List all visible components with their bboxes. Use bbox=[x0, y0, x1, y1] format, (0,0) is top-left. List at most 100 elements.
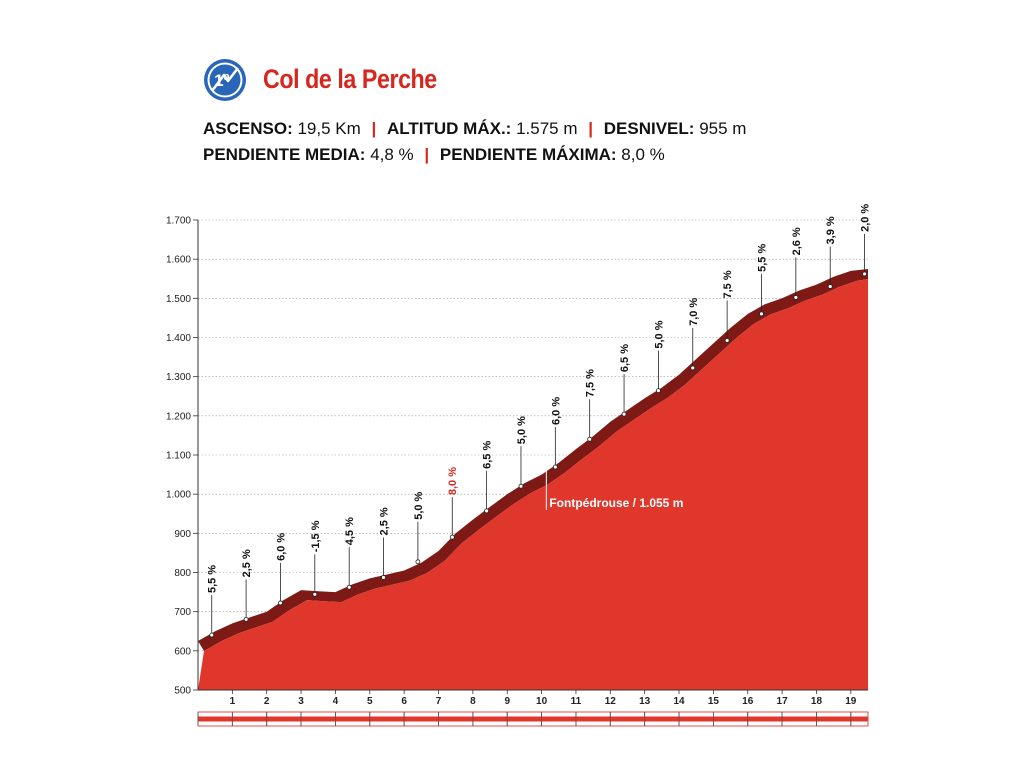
gradient-label: 4,5 % bbox=[344, 517, 356, 545]
x-tick-label: 11 bbox=[571, 696, 582, 707]
y-tick-label: 1.000 bbox=[166, 490, 191, 501]
y-tick-label: 1.700 bbox=[166, 216, 191, 227]
x-tick-label: 17 bbox=[777, 696, 789, 707]
gradient-label: 6,5 % bbox=[482, 441, 494, 469]
y-tick-label: 1.200 bbox=[166, 411, 191, 422]
separator: | bbox=[424, 145, 430, 164]
gradient-label: 3,9 % bbox=[825, 216, 837, 244]
climb-stats: ASCENSO: 19,5 Km | ALTITUD MÁX.: 1.575 m… bbox=[203, 116, 746, 168]
gradient-marker bbox=[621, 411, 627, 417]
km-ruler-band bbox=[850, 716, 868, 722]
ascenso-label: ASCENSO: bbox=[203, 119, 293, 138]
x-tick-label: 9 bbox=[504, 696, 510, 707]
gradient-marker bbox=[381, 575, 386, 580]
gradient-marker bbox=[518, 483, 524, 489]
gradient-marker bbox=[724, 338, 730, 343]
km-ruler-band bbox=[747, 716, 783, 722]
km-ruler-band bbox=[507, 716, 542, 722]
gradient-marker bbox=[759, 311, 764, 317]
y-tick-label: 500 bbox=[174, 686, 191, 697]
annotation-label: Fontpédrouse / 1.055 m bbox=[549, 496, 683, 510]
pendiente-maxima-value: 8,0 % bbox=[621, 145, 665, 164]
x-tick-label: 1 bbox=[230, 696, 236, 707]
gradient-marker bbox=[449, 534, 455, 540]
gradient-label: 7,5 % bbox=[585, 369, 597, 397]
gradient-label: 6,0 % bbox=[550, 397, 562, 425]
pendiente-media-value: 4,8 % bbox=[370, 145, 414, 164]
gradient-label: 6,0 % bbox=[275, 533, 287, 561]
y-tick-label: 700 bbox=[174, 607, 191, 618]
gradient-label: 7,0 % bbox=[688, 298, 700, 326]
km-ruler-band bbox=[679, 716, 714, 722]
gradient-marker bbox=[827, 284, 833, 289]
gradient-marker bbox=[793, 295, 799, 300]
km-ruler-band bbox=[610, 716, 645, 722]
gradient-marker bbox=[690, 365, 696, 371]
gradient-label: 2,5 % bbox=[241, 549, 253, 577]
gradient-marker bbox=[415, 559, 421, 565]
gradient-marker bbox=[209, 632, 215, 638]
x-tick-label: 16 bbox=[742, 696, 754, 707]
km-ruler-band bbox=[575, 716, 611, 722]
x-tick-label: 13 bbox=[639, 696, 651, 707]
x-tick-label: 8 bbox=[470, 696, 476, 707]
km-ruler-band bbox=[301, 716, 336, 722]
km-ruler-band bbox=[713, 716, 748, 722]
x-tick-label: 15 bbox=[708, 696, 720, 707]
km-ruler-band bbox=[472, 716, 508, 722]
x-tick-label: 4 bbox=[333, 696, 339, 707]
km-ruler-band bbox=[404, 716, 439, 722]
x-tick-label: 10 bbox=[536, 696, 548, 707]
gradient-marker bbox=[862, 271, 867, 277]
ascenso-value: 19,5 Km bbox=[297, 119, 361, 138]
separator: | bbox=[588, 119, 594, 138]
km-ruler-band bbox=[232, 716, 267, 722]
gradient-label: 5,0 % bbox=[516, 416, 528, 444]
y-tick-label: 1.600 bbox=[166, 255, 191, 266]
y-tick-label: 1.100 bbox=[166, 451, 191, 462]
gradient-label: 5,0 % bbox=[413, 491, 425, 519]
km-ruler-band bbox=[335, 716, 370, 722]
gradient-marker bbox=[346, 584, 352, 590]
gradient-marker bbox=[312, 591, 318, 597]
gradient-label: 7,5 % bbox=[722, 270, 734, 298]
gradient-marker bbox=[243, 616, 249, 622]
km-ruler-band bbox=[816, 716, 851, 722]
gradient-label: 2,0 % bbox=[860, 204, 872, 232]
x-tick-label: 14 bbox=[673, 696, 685, 707]
y-tick-label: 600 bbox=[174, 646, 191, 657]
gradient-marker bbox=[484, 508, 490, 514]
km-ruler-band bbox=[782, 716, 817, 722]
gradient-label: 5,0 % bbox=[653, 320, 665, 348]
category-badge-text: 1ª bbox=[214, 71, 230, 90]
desnivel-label: DESNIVEL: bbox=[603, 119, 695, 138]
x-tick-label: 12 bbox=[605, 696, 617, 707]
y-tick-label: 1.400 bbox=[166, 333, 191, 344]
y-tick-label: 900 bbox=[174, 529, 191, 540]
gradient-marker bbox=[278, 600, 283, 606]
y-tick-label: 1.500 bbox=[166, 294, 191, 305]
gradient-marker bbox=[656, 388, 661, 394]
desnivel-value: 955 m bbox=[699, 119, 747, 138]
gradient-label: 2,5 % bbox=[379, 507, 391, 535]
km-ruler-band bbox=[198, 716, 233, 722]
km-ruler-band bbox=[438, 716, 473, 722]
km-ruler-band bbox=[266, 716, 302, 722]
km-ruler-band bbox=[541, 716, 576, 722]
y-tick-label: 1.300 bbox=[166, 372, 191, 383]
pendiente-media-label: PENDIENTE MEDIA: bbox=[203, 145, 366, 164]
gradient-label: 8,0 % bbox=[447, 467, 459, 495]
gradient-label: 5,5 % bbox=[207, 565, 219, 593]
climb-title: Col de la Perche bbox=[263, 64, 437, 94]
profile-shade bbox=[198, 269, 868, 651]
x-tick-label: 5 bbox=[367, 696, 373, 707]
pendiente-maxima-label: PENDIENTE MÁXIMA: bbox=[439, 145, 617, 164]
gradient-label: 2,6 % bbox=[791, 227, 803, 255]
gradient-label: 5,5 % bbox=[756, 244, 768, 272]
altitud-label: ALTITUD MÁX.: bbox=[387, 119, 512, 138]
x-tick-label: 7 bbox=[436, 696, 442, 707]
x-tick-label: 6 bbox=[401, 696, 407, 707]
km-ruler-band bbox=[644, 716, 680, 722]
y-tick-label: 800 bbox=[174, 568, 191, 579]
